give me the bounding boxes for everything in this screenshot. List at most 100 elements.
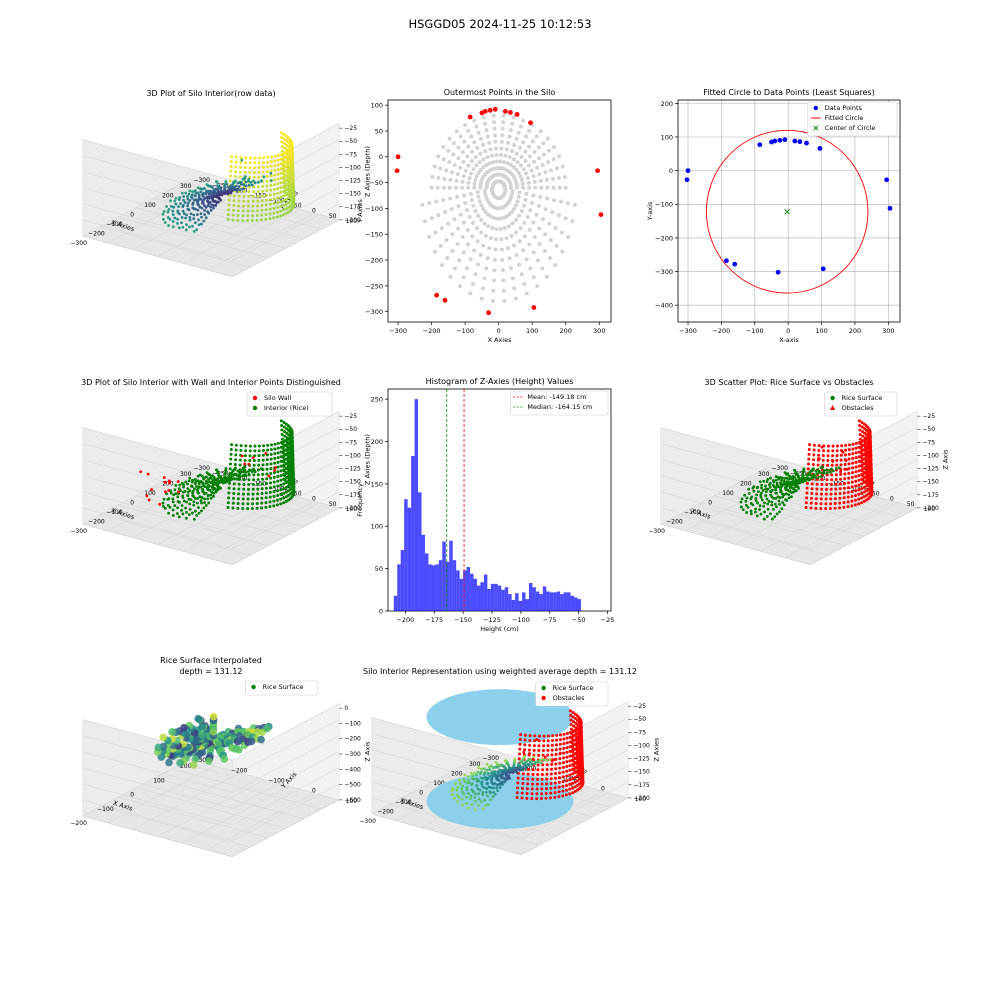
point: [561, 794, 565, 798]
point: [557, 780, 561, 784]
panel-3d-rice-vs-obstacles: 3D Scatter Plot: Rice Surface vs Obstacl…: [648, 378, 949, 566]
point: [174, 202, 178, 206]
point: [496, 789, 500, 793]
point: [829, 467, 833, 471]
point: [473, 795, 477, 799]
point: [187, 497, 191, 501]
point: [767, 499, 771, 503]
point: [223, 186, 227, 190]
point-wall: [158, 502, 162, 506]
point: [199, 499, 203, 502]
point: [255, 497, 259, 501]
point: [541, 768, 545, 772]
point: [248, 444, 252, 448]
point: [172, 493, 176, 497]
point: [805, 496, 809, 500]
point: [527, 764, 531, 767]
point: [758, 508, 761, 511]
point: [282, 430, 286, 434]
point: [204, 479, 208, 483]
point: [173, 488, 177, 492]
point: [805, 481, 809, 485]
point: [532, 744, 536, 748]
point: [167, 497, 171, 500]
point: [276, 196, 280, 200]
point: [860, 430, 864, 434]
point: [252, 171, 256, 175]
x-tick-label: −25: [601, 616, 615, 624]
point: [279, 474, 283, 478]
point: [819, 502, 823, 506]
point-all: [529, 168, 534, 173]
point: [260, 492, 264, 496]
point: [229, 191, 233, 195]
surface-cell: [257, 735, 265, 744]
grid-line: [82, 735, 233, 777]
y-tick-label: 50: [907, 501, 915, 508]
point: [857, 419, 861, 423]
point-all: [514, 185, 519, 190]
point-all: [490, 299, 495, 304]
point: [276, 479, 280, 483]
point: [251, 487, 255, 491]
point: [251, 456, 255, 460]
point: [535, 738, 539, 741]
point: [481, 785, 485, 789]
point: [785, 476, 788, 480]
point: [205, 199, 209, 203]
point: [234, 466, 237, 470]
point-all: [474, 124, 479, 129]
point: [184, 191, 188, 195]
point-all: [460, 150, 465, 155]
point: [264, 501, 268, 505]
point: [815, 492, 819, 496]
point: [537, 753, 541, 757]
point: [163, 221, 167, 224]
point: [843, 477, 847, 481]
point-all: [550, 176, 555, 181]
point: [545, 777, 549, 781]
point: [236, 209, 240, 213]
surface-cell: [189, 761, 198, 769]
point-all: [543, 170, 548, 175]
chart-title: Fitted Circle to Data Points (Least Squa…: [703, 88, 874, 97]
point: [521, 766, 525, 769]
point: [531, 757, 535, 761]
point: [171, 209, 175, 213]
point-all: [486, 224, 491, 229]
y-tick-label: −300: [193, 757, 210, 764]
point-all: [517, 213, 522, 218]
point: [491, 795, 495, 799]
point: [865, 493, 869, 497]
point: [284, 448, 288, 452]
point: [186, 482, 189, 486]
y-tick-label: 50: [375, 565, 383, 573]
point: [227, 491, 231, 495]
point: [862, 481, 866, 485]
point: [266, 160, 270, 164]
point: [186, 195, 189, 198]
point: [460, 797, 464, 801]
point-all: [485, 134, 490, 139]
point: [282, 166, 286, 170]
point: [166, 210, 170, 214]
point: [558, 747, 562, 751]
point-all: [456, 145, 461, 150]
point: [553, 786, 557, 790]
point: [749, 509, 753, 513]
legend-label: Silo Wall: [264, 394, 292, 402]
point: [260, 213, 264, 217]
y-tick-label: −250: [365, 282, 383, 290]
point: [173, 216, 177, 220]
point: [208, 484, 211, 488]
point: [862, 438, 866, 442]
point: [550, 753, 554, 757]
surface-cell: [157, 753, 166, 761]
point: [778, 510, 781, 514]
point-all: [513, 296, 518, 301]
point: [571, 772, 575, 776]
point: [250, 470, 254, 474]
point: [272, 206, 276, 210]
point: [236, 214, 240, 218]
point: [275, 215, 279, 219]
